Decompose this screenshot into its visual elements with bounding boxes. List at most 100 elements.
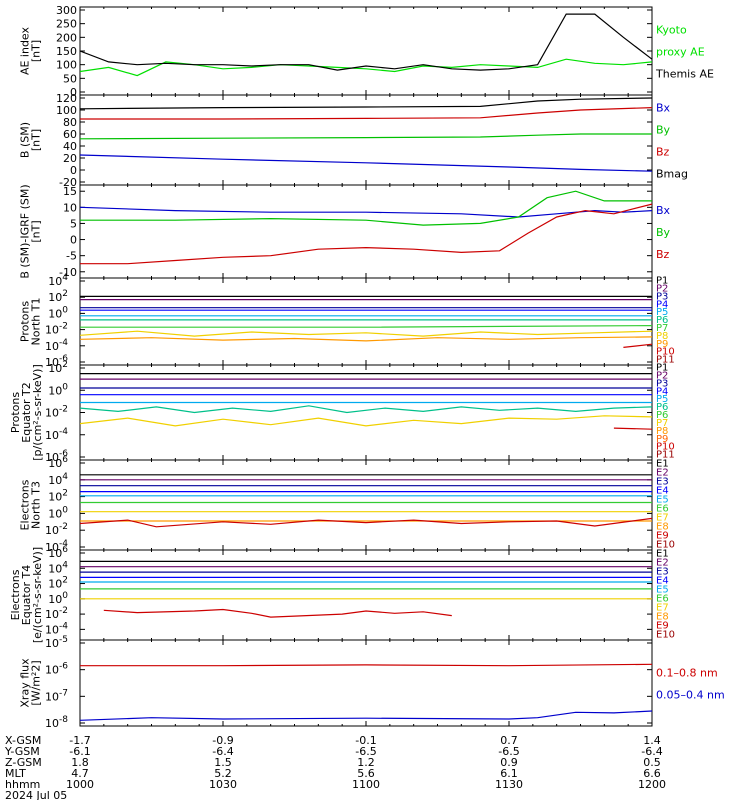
y-axis-label: [nT] [30,40,43,62]
position-row-label: X-GSM [5,734,41,747]
y-tick-label: 15 [63,185,77,198]
y-tick-label: 40 [63,140,77,153]
legend-label: Bx [656,101,671,114]
position-row-label: Z-GSM [5,756,42,769]
y-tick-label: 200 [56,31,77,44]
y-tick-label: 50 [63,72,77,85]
position-value: 1.4 [643,734,661,747]
legend-label: 0.1–0.8 nm [656,666,718,679]
series-line [80,107,652,120]
series-line [80,336,652,342]
legend-label: P6 [656,315,668,326]
position-value: 5.2 [214,767,232,780]
legend-label: E9 [656,530,669,541]
legend-label: P4 [656,386,668,397]
y-axis-label: [W/m²2] [30,660,43,705]
legend-label: E8 [656,521,669,532]
position-value: -6.4 [641,745,662,758]
y-tick-label: 10-4 [45,338,68,353]
y-tick-label: 0 [70,234,77,247]
legend-label: E10 [656,629,675,640]
series-line [80,13,652,71]
series-line [80,405,652,414]
legend-label: E9 [656,620,669,631]
legend-label: E10 [656,539,675,550]
series-line [80,154,652,172]
y-tick-label: 106 [48,545,68,560]
y-axis-label: B (SM)-IGRF (SM) [19,184,32,278]
legend-label: E2 [656,557,669,568]
legend-label: P8 [656,426,668,437]
legend-label: P6 [656,410,668,421]
position-value: -1.7 [69,734,90,747]
y-axis-label: Equator T4 [20,565,33,625]
y-axis-label: North T1 [30,298,43,346]
y-tick-label: 10-2 [45,606,68,621]
y-axis-label: [e/(cm²-s-sr-keV)] [31,547,44,643]
y-tick-label: 100 [56,59,77,72]
legend-label: P10 [656,347,675,358]
legend-label: 0.05–0.4 nm [656,688,725,701]
position-row-label: hhmm [5,778,40,791]
panel-xray: 10-8 10-7 10-6 10-5 Xray flux[W/m²2] 0.1–0.8 … [19,635,725,730]
position-value: 1030 [209,778,237,791]
y-tick-label: 106 [48,455,68,470]
y-tick-label: 102 [48,289,68,304]
panel-frame [79,459,653,551]
series-line [80,203,652,265]
y-axis-label: Xray flux [19,658,32,708]
y-tick-label: 100 [48,505,68,520]
legend-label: P1 [656,276,668,287]
legend-label: E3 [656,476,669,487]
legend-label: Bx [656,204,671,217]
position-value: 1000 [66,778,94,791]
y-tick-label: 120 [56,92,77,105]
y-tick-label: 10-6 [45,662,68,677]
y-tick-label: 104 [48,560,68,575]
series-line [80,190,652,226]
y-tick-label: 0 [70,164,77,177]
legend-label: P5 [656,394,668,405]
y-tick-label: 10-8 [45,715,68,730]
position-row-label: MLT [5,767,26,780]
y-axis-label: AE index [19,26,32,75]
y-tick-label: 104 [48,472,68,487]
legend-label: By [656,226,671,239]
position-value: 1200 [638,778,666,791]
panel-frame [79,277,653,366]
y-tick-label: 10-2 [45,405,68,420]
position-value: -6.4 [212,745,233,758]
position-value: 1.8 [71,756,89,769]
y-tick-label: 10-4 [45,427,68,442]
date-label: 2024 Jul 05 [5,789,67,800]
panel-frame [79,6,653,96]
legend-label: P11 [656,355,675,366]
y-tick-label: 104 [48,273,68,288]
series-line [80,97,652,110]
y-axis-label: Electrons [9,569,22,620]
panel-dbsm: -10 -5 0 5 10 15 B (SM)-IGRF (SM)[nT] Bx By Bz [19,184,671,278]
position-value: 5.6 [357,767,375,780]
y-tick-label: 100 [56,104,77,117]
position-value: 1.5 [214,756,232,769]
y-tick-label: 102 [48,360,68,375]
y-axis-label: [nT] [30,129,43,151]
legend-label: P9 [656,339,668,350]
y-tick-label: 0 [70,86,77,99]
position-value: -6.5 [498,745,519,758]
legend-label: P6 [656,402,668,413]
legend-label: Bz [656,248,670,261]
y-axis-label: [nT] [30,220,43,242]
position-value: 6.1 [500,767,518,780]
y-tick-label: -10 [59,266,77,279]
legend-label: Kyoto [656,23,687,36]
series-line [80,710,652,721]
position-value: -0.9 [212,734,233,747]
position-value: 0.7 [500,734,518,747]
legend-label: P8 [656,331,668,342]
y-tick-label: 10-4 [45,621,68,636]
position-value: 1.2 [357,756,375,769]
